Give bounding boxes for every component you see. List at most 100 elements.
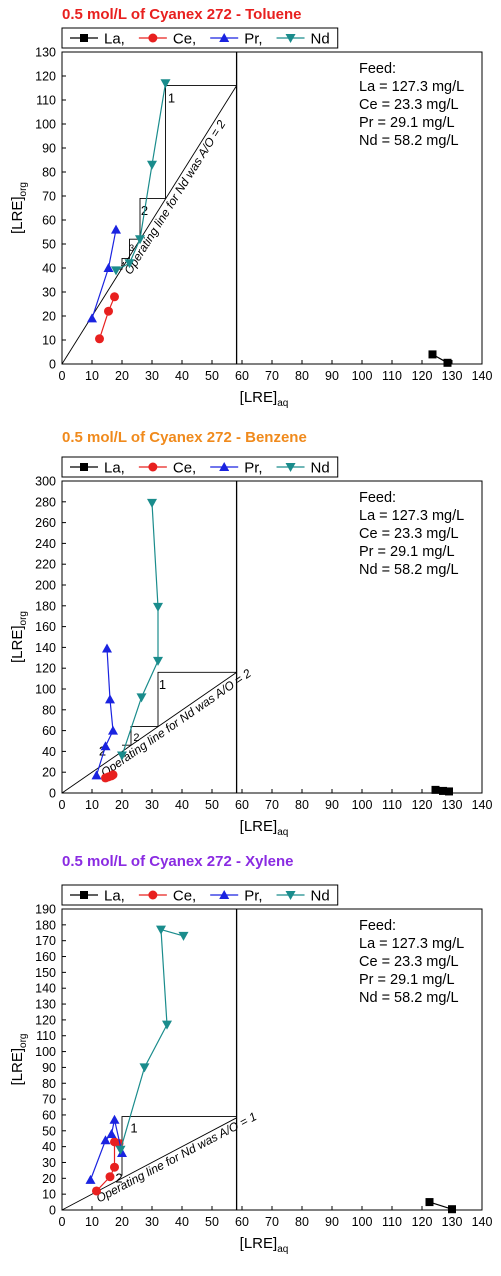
y-tick-label: 130 bbox=[35, 46, 56, 60]
x-tick-label: 140 bbox=[472, 369, 493, 383]
legend-item: Nd bbox=[276, 31, 330, 48]
legend-marker bbox=[80, 891, 88, 899]
feed-text: Nd = 58.2 mg/L bbox=[359, 133, 459, 149]
x-tick-label: 30 bbox=[145, 1215, 159, 1229]
legend-label: Pr, bbox=[244, 460, 262, 477]
x-tick-label: 100 bbox=[352, 798, 373, 812]
feed-annotation: Feed: La = 127.3 mg/L Ce = 23.3 mg/L Pr = 2… bbox=[359, 61, 464, 149]
data-point bbox=[117, 751, 127, 761]
y-axis-label-sub: org bbox=[18, 182, 29, 196]
legend: La, Ce, Pr, Nd bbox=[61, 884, 339, 906]
y-tick-label: 60 bbox=[42, 724, 56, 738]
x-axis-label: [LRE]aq bbox=[240, 389, 289, 409]
data-point bbox=[105, 1172, 115, 1182]
y-tick-label: 110 bbox=[36, 1029, 56, 1043]
x-tick-label: 80 bbox=[295, 369, 309, 383]
y-tick-label: 20 bbox=[42, 1172, 56, 1186]
y-axis-label: [LRE]org bbox=[9, 182, 29, 234]
data-point bbox=[135, 235, 145, 245]
feed-annotation: Feed: La = 127.3 mg/L Ce = 23.3 mg/L Pr = 2… bbox=[359, 918, 464, 1006]
data-point bbox=[85, 1174, 96, 1184]
data-point bbox=[445, 787, 453, 796]
data-point bbox=[108, 725, 118, 735]
legend-label: Nd bbox=[311, 31, 330, 48]
data-point bbox=[105, 694, 115, 704]
y-tick-label: 70 bbox=[42, 190, 56, 204]
y-tick-label: 180 bbox=[35, 599, 56, 613]
legend-label: Ce, bbox=[173, 888, 196, 905]
legend-label: Ce, bbox=[173, 460, 196, 477]
legend-box bbox=[61, 456, 339, 478]
x-tick-label: 100 bbox=[352, 1215, 373, 1229]
legend-marker bbox=[285, 891, 296, 900]
legend-label: La, bbox=[104, 888, 125, 905]
operating-line-label: Operating line for Nd was A/O = 2 bbox=[98, 666, 254, 780]
x-tick-label: 70 bbox=[265, 369, 279, 383]
y-tick-label: 120 bbox=[35, 1013, 56, 1027]
x-tick-label: 30 bbox=[145, 369, 159, 383]
y-tick-label: 80 bbox=[42, 703, 56, 717]
data-point bbox=[443, 358, 452, 367]
chart-panel-xylene: 0.5 mol/L of Cyanex 272 - Xylene 0 10 20 30… bbox=[0, 847, 501, 1276]
x-tick-label: 110 bbox=[382, 1215, 402, 1229]
data-point bbox=[87, 313, 97, 323]
data-point bbox=[108, 770, 118, 780]
data-point bbox=[139, 1063, 150, 1073]
x-tick-label: 0 bbox=[59, 798, 66, 812]
data-point bbox=[100, 741, 111, 751]
y-tick-label: 240 bbox=[35, 537, 56, 551]
feed-text: La = 127.3 mg/L bbox=[359, 79, 464, 95]
y-tick-label: 260 bbox=[35, 516, 56, 530]
x-tick-label: 120 bbox=[412, 798, 433, 812]
x-tick-label: 50 bbox=[205, 369, 219, 383]
y-tick-label: 40 bbox=[42, 745, 56, 759]
legend-box bbox=[61, 884, 339, 906]
feed-text: La = 127.3 mg/L bbox=[359, 508, 464, 524]
operating-line bbox=[61, 1117, 237, 1211]
y-tick-label: 120 bbox=[35, 70, 56, 84]
x-tick-label: 110 bbox=[382, 369, 402, 383]
stage-label: 2 bbox=[133, 732, 139, 744]
legend-box bbox=[61, 27, 339, 49]
x-tick-label: 10 bbox=[85, 369, 99, 383]
y-tick-label: 30 bbox=[42, 286, 56, 300]
data-point bbox=[100, 1135, 111, 1145]
y-tick-label: 90 bbox=[42, 1061, 56, 1075]
y-tick-label: 160 bbox=[35, 620, 56, 634]
legend-marker bbox=[219, 462, 230, 471]
y-axis-label: [LRE]org bbox=[9, 1034, 29, 1086]
feed-text: Feed: bbox=[359, 61, 396, 77]
x-tick-label: 100 bbox=[352, 369, 373, 383]
legend-item: Pr, bbox=[210, 31, 263, 48]
y-tick-label: 80 bbox=[42, 166, 56, 180]
series-line bbox=[98, 296, 116, 339]
chart-title: 0.5 mol/L of Cyanex 272 - Toluene bbox=[62, 6, 302, 23]
legend-marker bbox=[80, 463, 88, 471]
legend-item: Ce, bbox=[138, 31, 196, 48]
y-tick-label: 0 bbox=[49, 358, 56, 372]
y-tick-label: 40 bbox=[42, 1140, 56, 1154]
x-tick-label: 130 bbox=[442, 369, 463, 383]
y-tick-label: 0 bbox=[49, 787, 56, 801]
data-point bbox=[147, 498, 157, 508]
feed-text: Ce = 23.3 mg/L bbox=[359, 97, 459, 113]
y-tick-label: 200 bbox=[35, 579, 56, 593]
y-tick-label: 140 bbox=[35, 641, 56, 655]
series-la bbox=[431, 785, 453, 796]
data-point bbox=[431, 785, 440, 794]
chart-panel-toluene: 0.5 mol/L of Cyanex 272 - Toluene 0 10 20 3… bbox=[0, 0, 501, 423]
x-tick-label: 80 bbox=[295, 798, 309, 812]
y-tick-label: 80 bbox=[42, 1077, 56, 1091]
legend-item: La, bbox=[70, 460, 125, 477]
y-tick-label: 160 bbox=[35, 950, 56, 964]
data-point bbox=[136, 693, 147, 703]
legend-marker bbox=[148, 33, 158, 43]
data-point bbox=[439, 786, 447, 795]
series-line bbox=[91, 229, 117, 319]
legend: La, Ce, Pr, Nd bbox=[61, 456, 339, 478]
x-tick-label: 60 bbox=[235, 369, 249, 383]
x-tick-label: 60 bbox=[235, 1215, 249, 1229]
data-point bbox=[153, 602, 163, 612]
y-tick-label: 70 bbox=[42, 1093, 56, 1107]
data-point bbox=[162, 1020, 172, 1030]
